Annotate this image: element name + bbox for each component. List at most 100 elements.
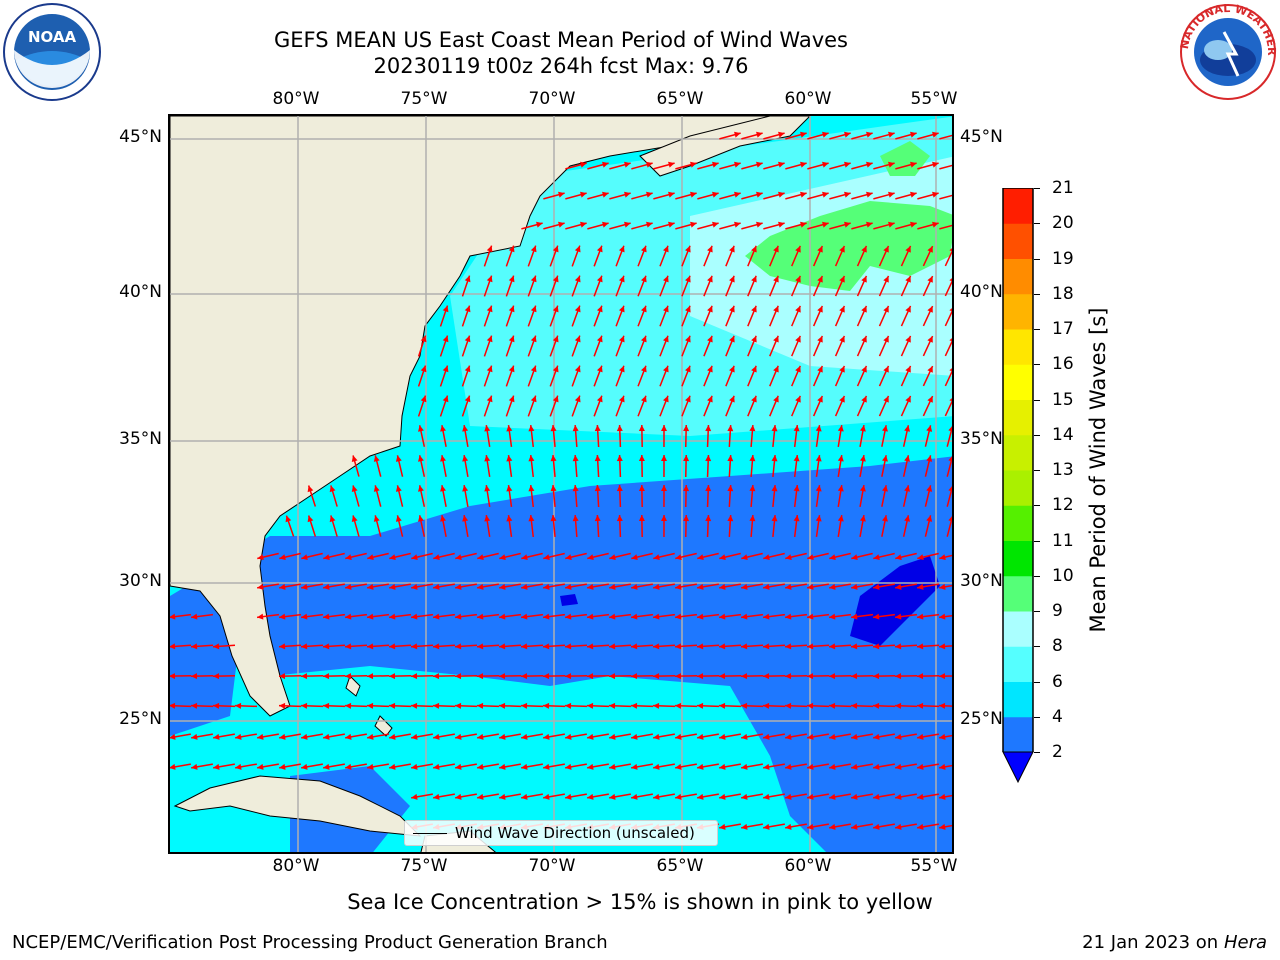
- lat-label-right: 25°N: [960, 709, 1003, 729]
- wind-wave-arrowhead: [948, 456, 952, 462]
- wind-wave-arrowhead: [543, 733, 550, 740]
- wind-wave-arrowhead: [939, 583, 946, 590]
- wind-wave-arrowhead: [395, 455, 402, 462]
- wind-wave-arrowhead: [440, 515, 446, 522]
- wind-wave-arrowhead: [191, 702, 198, 709]
- lat-label-right: 45°N: [960, 127, 1003, 147]
- colorbar-under-triangle: [1002, 751, 1034, 784]
- wind-wave-arrowhead: [552, 275, 559, 283]
- wind-wave-arrowhead: [543, 643, 550, 650]
- wind-wave-arrowhead: [668, 221, 675, 228]
- wind-wave-arrowhead: [499, 583, 506, 590]
- wind-wave-arrowhead: [939, 823, 946, 830]
- legend-line-swatch: [413, 833, 447, 834]
- wind-wave-arrowhead: [785, 554, 792, 561]
- wind-wave-arrowhead: [729, 365, 735, 373]
- wind-wave-arrowhead: [530, 305, 537, 313]
- wind-wave-arrowhead: [926, 425, 933, 432]
- wind-wave-arrowhead: [829, 554, 836, 561]
- wind-wave-arrowhead: [235, 763, 242, 770]
- wind-wave-arrowhead: [618, 335, 625, 343]
- lat-label-left: 25°N: [119, 709, 162, 729]
- wind-wave-arrowhead: [851, 763, 858, 770]
- wind-wave-arrowhead: [609, 793, 616, 800]
- wind-wave-arrowhead: [411, 554, 418, 561]
- lon-label-top: 75°W: [400, 89, 448, 109]
- wind-wave-arrowhead: [861, 395, 867, 403]
- wind-wave-arrowhead: [829, 793, 836, 800]
- wind-wave-arrowhead: [756, 131, 763, 138]
- wind-wave-arrowhead: [837, 485, 844, 492]
- wind-wave-arrowhead: [749, 515, 756, 522]
- wind-wave-arrowhead: [807, 613, 814, 620]
- wind-wave-arrowhead: [477, 583, 484, 590]
- wind-wave-arrowhead: [904, 455, 911, 462]
- colorbar-tick: [1034, 716, 1040, 718]
- wind-wave-arrowhead: [506, 455, 513, 462]
- wind-wave-arrowhead: [462, 515, 469, 522]
- wind-wave-arrowhead: [741, 823, 748, 830]
- wind-wave-arrowhead: [323, 643, 330, 650]
- wind-wave-arrowhead: [882, 425, 888, 432]
- wind-wave-arrowhead: [373, 515, 380, 522]
- wind-wave-arrowhead: [675, 554, 682, 561]
- wind-wave-arrowhead: [464, 335, 471, 343]
- wind-wave-arrowhead: [685, 305, 691, 313]
- wind-wave-arrowhead: [508, 245, 515, 253]
- wind-wave-arrowhead: [727, 485, 734, 492]
- chart-title: GEFS MEAN US East Coast Mean Period of W…: [274, 28, 848, 52]
- wind-wave-arrowhead: [719, 793, 726, 800]
- wind-wave-arrowhead: [442, 305, 449, 313]
- lon-label-top: 65°W: [656, 89, 704, 109]
- colorbar-segment: [1003, 470, 1033, 506]
- wind-wave-arrowhead: [917, 613, 924, 620]
- wind-wave-arrowhead: [543, 763, 550, 770]
- wind-wave-arrowhead: [778, 131, 785, 138]
- wind-wave-arrowhead: [418, 425, 424, 432]
- wind-wave-arrowhead: [433, 733, 440, 740]
- wind-wave-arrowhead: [697, 673, 704, 680]
- wind-wave-arrowhead: [705, 485, 712, 492]
- wind-wave-arrowhead: [883, 275, 889, 283]
- wind-wave-arrowhead: [552, 245, 559, 253]
- wind-wave-arrowhead: [499, 733, 506, 740]
- wind-wave-arrowhead: [646, 161, 653, 168]
- wind-wave-arrowhead: [653, 554, 660, 561]
- wind-wave-arrowhead: [587, 613, 594, 620]
- wind-wave-arrowhead: [888, 221, 895, 228]
- wind-wave-arrowhead: [373, 485, 380, 492]
- wind-wave-arrowhead: [477, 733, 484, 740]
- wind-wave-arrowhead: [345, 702, 352, 709]
- wind-wave-arrowhead: [873, 702, 880, 709]
- wind-wave-arrowhead: [433, 583, 440, 590]
- wind-wave-arrowhead: [587, 554, 594, 561]
- wind-wave-arrowhead: [508, 335, 515, 343]
- wind-wave-arrowhead: [367, 613, 374, 620]
- lon-label-top: 55°W: [910, 89, 958, 109]
- wind-wave-arrowhead: [807, 643, 814, 650]
- wind-wave-arrowhead: [719, 763, 726, 770]
- wind-wave-arrowhead: [905, 245, 911, 253]
- wind-wave-arrowhead: [572, 425, 579, 432]
- wind-wave-arrowhead: [455, 702, 462, 709]
- wind-wave-arrowhead: [785, 823, 792, 830]
- wind-wave-arrowhead: [596, 305, 603, 313]
- wind-wave-arrowhead: [949, 308, 952, 312]
- wind-wave-arrowhead: [574, 275, 581, 283]
- wind-wave-arrowhead: [707, 245, 713, 253]
- wind-wave-arrowhead: [323, 733, 330, 740]
- wind-wave-arrowhead: [301, 673, 308, 680]
- wind-wave-arrowhead: [773, 395, 779, 403]
- wind-wave-arrowhead: [508, 305, 515, 313]
- wind-wave-arrowhead: [565, 673, 572, 680]
- wind-wave-arrowhead: [949, 368, 952, 372]
- wind-wave-arrowhead: [917, 702, 924, 709]
- wind-wave-arrowhead: [851, 583, 858, 590]
- wind-wave-arrowhead: [631, 583, 638, 590]
- wind-wave-arrowhead: [462, 485, 469, 492]
- wind-wave-arrowhead: [351, 485, 358, 492]
- wind-wave-arrowhead: [883, 395, 889, 403]
- wind-wave-arrowhead: [939, 673, 946, 680]
- wind-wave-arrowhead: [851, 554, 858, 561]
- wind-wave-arrowhead: [859, 515, 866, 522]
